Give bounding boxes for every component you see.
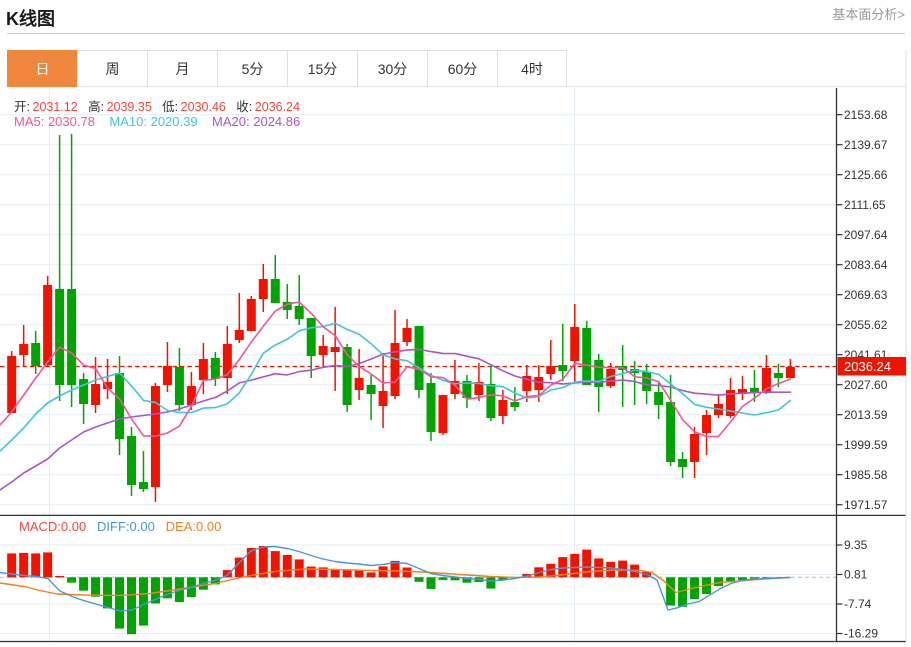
svg-text:2097.64: 2097.64	[844, 228, 888, 242]
svg-text:-16.29: -16.29	[844, 627, 878, 641]
svg-text:-7.74: -7.74	[844, 597, 872, 611]
svg-text:2125.66: 2125.66	[844, 168, 888, 182]
svg-text:2027.60: 2027.60	[844, 378, 888, 392]
svg-text:2111.65: 2111.65	[844, 198, 886, 212]
svg-text:1971.57: 1971.57	[844, 498, 888, 512]
svg-text:2153.68: 2153.68	[844, 108, 888, 122]
svg-text:9.35: 9.35	[844, 538, 868, 552]
svg-text:2139.67: 2139.67	[844, 138, 888, 152]
svg-text:1999.59: 1999.59	[844, 438, 888, 452]
svg-text:0.81: 0.81	[844, 568, 868, 582]
svg-text:2069.63: 2069.63	[844, 288, 888, 302]
svg-text:2013.59: 2013.59	[844, 408, 888, 422]
svg-text:2036.24: 2036.24	[844, 359, 891, 374]
svg-text:2083.64: 2083.64	[844, 258, 888, 272]
svg-text:1985.58: 1985.58	[844, 468, 888, 482]
svg-text:2055.62: 2055.62	[844, 318, 888, 332]
